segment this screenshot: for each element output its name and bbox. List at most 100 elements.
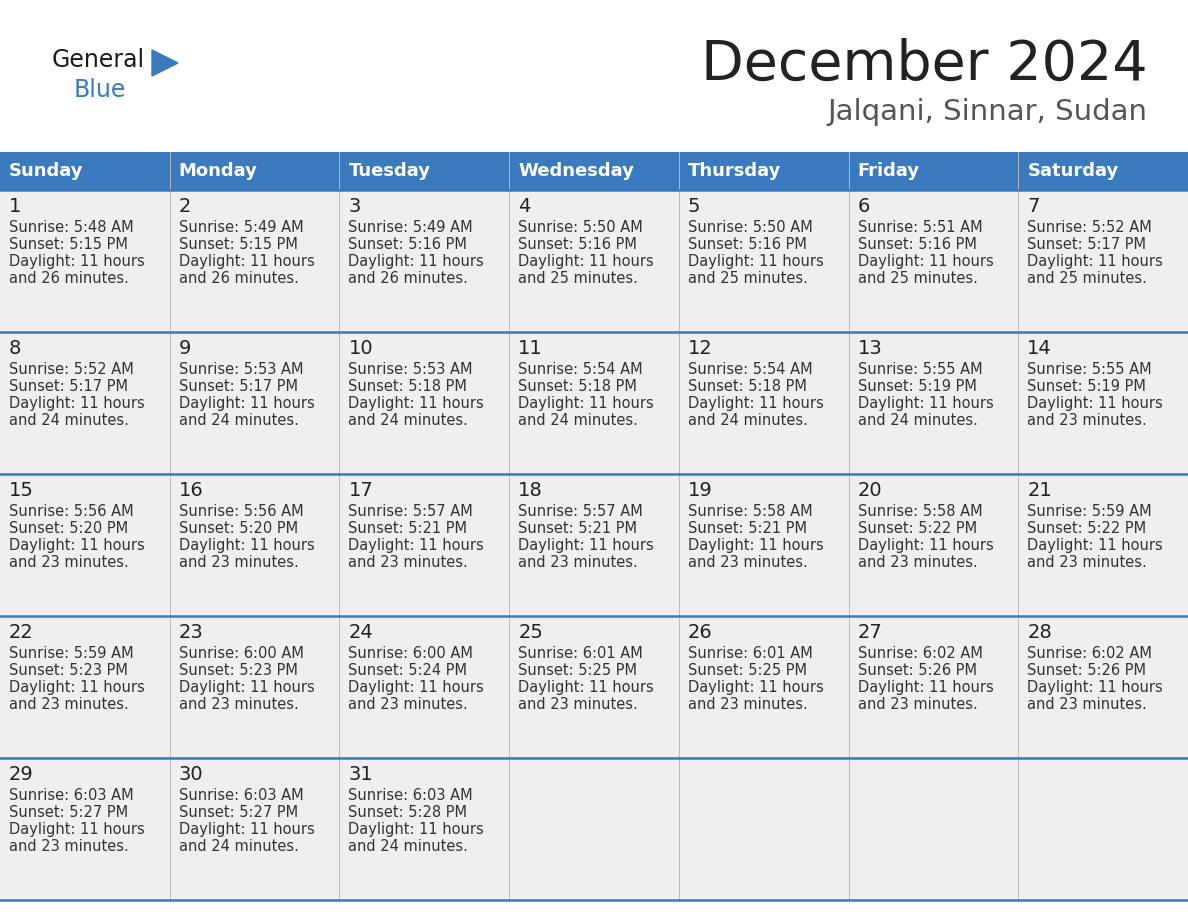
Text: 12: 12 [688, 339, 713, 358]
Text: 29: 29 [10, 765, 33, 784]
Text: and 26 minutes.: and 26 minutes. [178, 271, 298, 286]
Text: Daylight: 11 hours: Daylight: 11 hours [1028, 254, 1163, 269]
Text: Daylight: 11 hours: Daylight: 11 hours [688, 254, 823, 269]
Text: and 23 minutes.: and 23 minutes. [178, 555, 298, 570]
Text: Daylight: 11 hours: Daylight: 11 hours [178, 396, 315, 411]
Text: Sunrise: 5:59 AM: Sunrise: 5:59 AM [1028, 504, 1152, 519]
Text: Daylight: 11 hours: Daylight: 11 hours [518, 254, 653, 269]
Text: 6: 6 [858, 197, 870, 216]
Text: Sunset: 5:25 PM: Sunset: 5:25 PM [518, 663, 637, 678]
Text: Sunset: 5:26 PM: Sunset: 5:26 PM [858, 663, 977, 678]
Text: and 26 minutes.: and 26 minutes. [348, 271, 468, 286]
Bar [0, 474, 1188, 616]
Text: 31: 31 [348, 765, 373, 784]
Text: and 23 minutes.: and 23 minutes. [10, 839, 128, 854]
Text: Sunrise: 6:01 AM: Sunrise: 6:01 AM [518, 646, 643, 661]
Text: Sunset: 5:17 PM: Sunset: 5:17 PM [10, 379, 128, 394]
Text: and 25 minutes.: and 25 minutes. [518, 271, 638, 286]
Text: 28: 28 [1028, 623, 1053, 642]
Text: December 2024: December 2024 [701, 38, 1148, 92]
Text: Sunrise: 5:48 AM: Sunrise: 5:48 AM [10, 220, 133, 235]
Text: 24: 24 [348, 623, 373, 642]
Text: 18: 18 [518, 481, 543, 500]
Text: Tuesday: Tuesday [348, 162, 430, 180]
Text: 14: 14 [1028, 339, 1053, 358]
Text: Daylight: 11 hours: Daylight: 11 hours [10, 254, 145, 269]
Text: Sunrise: 5:54 AM: Sunrise: 5:54 AM [688, 362, 813, 377]
Text: Sunrise: 5:50 AM: Sunrise: 5:50 AM [688, 220, 813, 235]
Text: Thursday: Thursday [688, 162, 782, 180]
Text: and 24 minutes.: and 24 minutes. [518, 413, 638, 428]
Text: 27: 27 [858, 623, 883, 642]
Text: Monday: Monday [178, 162, 258, 180]
Text: and 23 minutes.: and 23 minutes. [688, 555, 808, 570]
Text: Sunset: 5:21 PM: Sunset: 5:21 PM [348, 521, 467, 536]
Text: Sunset: 5:19 PM: Sunset: 5:19 PM [858, 379, 977, 394]
Bar [1018, 152, 1188, 190]
Text: and 23 minutes.: and 23 minutes. [1028, 697, 1148, 712]
Text: Sunset: 5:21 PM: Sunset: 5:21 PM [518, 521, 637, 536]
Text: Daylight: 11 hours: Daylight: 11 hours [1028, 680, 1163, 695]
Bar [0, 332, 1188, 474]
Text: Sunset: 5:27 PM: Sunset: 5:27 PM [10, 805, 128, 820]
Text: Sunset: 5:16 PM: Sunset: 5:16 PM [518, 237, 637, 252]
Bar [0, 616, 1188, 758]
Text: Daylight: 11 hours: Daylight: 11 hours [10, 396, 145, 411]
Text: Sunrise: 5:53 AM: Sunrise: 5:53 AM [348, 362, 473, 377]
Text: Sunset: 5:23 PM: Sunset: 5:23 PM [10, 663, 128, 678]
Text: Sunrise: 5:56 AM: Sunrise: 5:56 AM [10, 504, 133, 519]
Text: 19: 19 [688, 481, 713, 500]
Text: Sunrise: 5:52 AM: Sunrise: 5:52 AM [1028, 220, 1152, 235]
Text: Daylight: 11 hours: Daylight: 11 hours [1028, 396, 1163, 411]
Text: Sunday: Sunday [10, 162, 83, 180]
Text: Daylight: 11 hours: Daylight: 11 hours [858, 254, 993, 269]
Text: Sunset: 5:24 PM: Sunset: 5:24 PM [348, 663, 467, 678]
Text: and 24 minutes.: and 24 minutes. [178, 413, 298, 428]
Text: Daylight: 11 hours: Daylight: 11 hours [10, 822, 145, 837]
Text: Daylight: 11 hours: Daylight: 11 hours [688, 538, 823, 553]
Text: Sunset: 5:26 PM: Sunset: 5:26 PM [1028, 663, 1146, 678]
Text: Daylight: 11 hours: Daylight: 11 hours [858, 538, 993, 553]
Text: Daylight: 11 hours: Daylight: 11 hours [688, 680, 823, 695]
Text: Sunset: 5:23 PM: Sunset: 5:23 PM [178, 663, 297, 678]
Text: and 23 minutes.: and 23 minutes. [1028, 413, 1148, 428]
Text: Daylight: 11 hours: Daylight: 11 hours [688, 396, 823, 411]
Bar [678, 152, 848, 190]
Text: and 25 minutes.: and 25 minutes. [1028, 271, 1148, 286]
Text: Wednesday: Wednesday [518, 162, 634, 180]
Text: Sunset: 5:28 PM: Sunset: 5:28 PM [348, 805, 467, 820]
Polygon shape [152, 50, 178, 76]
Text: Sunset: 5:17 PM: Sunset: 5:17 PM [1028, 237, 1146, 252]
Text: Sunset: 5:22 PM: Sunset: 5:22 PM [858, 521, 977, 536]
Text: Sunrise: 6:02 AM: Sunrise: 6:02 AM [1028, 646, 1152, 661]
Bar [340, 152, 510, 190]
Text: Sunrise: 5:49 AM: Sunrise: 5:49 AM [348, 220, 473, 235]
Text: and 24 minutes.: and 24 minutes. [858, 413, 978, 428]
Text: Daylight: 11 hours: Daylight: 11 hours [518, 396, 653, 411]
Text: and 24 minutes.: and 24 minutes. [10, 413, 128, 428]
Text: Daylight: 11 hours: Daylight: 11 hours [518, 680, 653, 695]
Text: 22: 22 [10, 623, 33, 642]
Text: 15: 15 [10, 481, 34, 500]
Text: Sunrise: 6:00 AM: Sunrise: 6:00 AM [178, 646, 304, 661]
Text: Daylight: 11 hours: Daylight: 11 hours [178, 254, 315, 269]
Bar [170, 152, 340, 190]
Text: Sunset: 5:19 PM: Sunset: 5:19 PM [1028, 379, 1146, 394]
Text: 11: 11 [518, 339, 543, 358]
Text: Sunrise: 5:50 AM: Sunrise: 5:50 AM [518, 220, 643, 235]
Text: Daylight: 11 hours: Daylight: 11 hours [10, 680, 145, 695]
Text: 25: 25 [518, 623, 543, 642]
Text: and 23 minutes.: and 23 minutes. [518, 697, 638, 712]
Text: Sunset: 5:16 PM: Sunset: 5:16 PM [858, 237, 977, 252]
Text: 17: 17 [348, 481, 373, 500]
Text: Daylight: 11 hours: Daylight: 11 hours [348, 254, 485, 269]
Text: 4: 4 [518, 197, 531, 216]
Text: Sunrise: 6:02 AM: Sunrise: 6:02 AM [858, 646, 982, 661]
Text: General: General [52, 48, 145, 72]
Text: Sunrise: 6:01 AM: Sunrise: 6:01 AM [688, 646, 813, 661]
Text: and 23 minutes.: and 23 minutes. [178, 697, 298, 712]
Text: Sunrise: 5:49 AM: Sunrise: 5:49 AM [178, 220, 303, 235]
Text: Daylight: 11 hours: Daylight: 11 hours [518, 538, 653, 553]
Bar [0, 152, 170, 190]
Bar [0, 758, 1188, 900]
